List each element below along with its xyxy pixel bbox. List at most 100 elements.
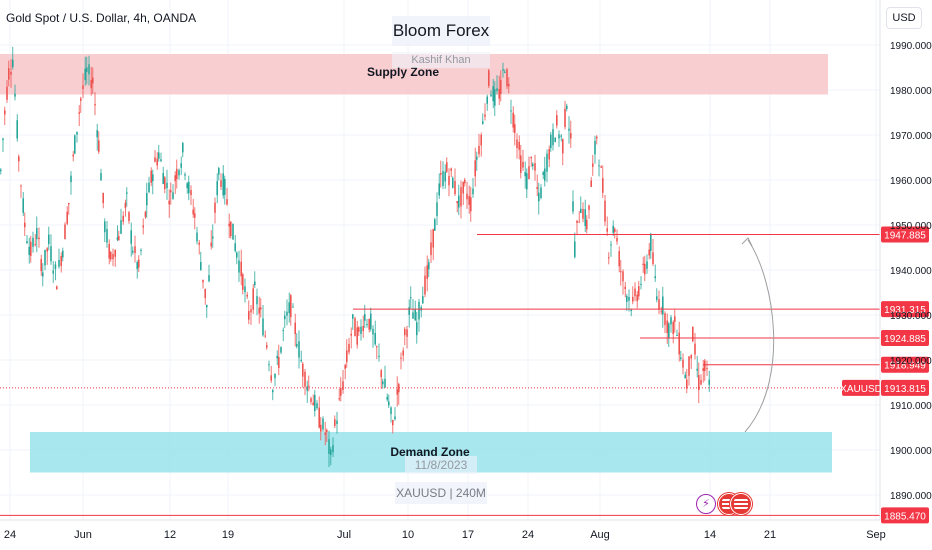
candle-body [382, 381, 384, 385]
candle-body [598, 165, 600, 167]
candle-body [446, 162, 448, 172]
candle-body [132, 250, 134, 253]
us-flag-icon[interactable] [730, 493, 752, 515]
candle-body [554, 137, 556, 142]
candle-body [430, 242, 432, 256]
time-tick-label: Sep [866, 529, 886, 541]
time-tick-label: 21 [764, 529, 776, 541]
candle-body [380, 370, 382, 378]
candle-body [34, 244, 36, 246]
candle-body [388, 401, 390, 406]
candle-body [442, 171, 444, 186]
current-symbol-label: XAUUSD [840, 384, 882, 395]
candle-body [248, 311, 250, 320]
candle-body [488, 70, 490, 86]
candle-body [426, 265, 428, 279]
time-tick-label: 17 [462, 529, 474, 541]
candle-body [482, 121, 484, 124]
candle-body [514, 124, 516, 133]
candle-body [22, 198, 24, 213]
candle-body [12, 59, 14, 68]
candle-body [306, 386, 308, 391]
price-tick-label: 1930.000 [890, 311, 932, 322]
candle-body [428, 262, 430, 270]
candle-body [166, 182, 168, 189]
candle-body [614, 228, 616, 232]
candle-body [452, 177, 454, 188]
candle-body [198, 242, 200, 245]
candle-body [532, 163, 534, 167]
candle-body [412, 312, 414, 319]
candle-body [570, 133, 572, 139]
candle-body [212, 236, 214, 239]
candle-body [644, 263, 646, 275]
candle-body [314, 394, 316, 412]
candle-body [218, 168, 220, 175]
candle-body [320, 424, 322, 432]
candle-body [326, 429, 328, 433]
candle-body [190, 190, 192, 196]
candle-body [90, 79, 92, 89]
candle-body [438, 183, 440, 196]
currency-button[interactable]: USD [886, 7, 922, 29]
candle-body [468, 195, 470, 205]
candle-body [290, 295, 292, 318]
candle-body [156, 158, 158, 166]
candle-body [364, 314, 366, 321]
candle-body [250, 309, 252, 313]
candle-body [62, 250, 64, 258]
candle-body [164, 177, 166, 190]
candle-body [208, 275, 210, 282]
candle-body [104, 221, 106, 233]
candle-body [0, 169, 2, 172]
candle-body [42, 272, 44, 277]
candle-body [332, 445, 334, 453]
candle-body [238, 260, 240, 273]
arrow-head [741, 237, 753, 247]
price-tick-label: 1960.000 [890, 176, 932, 187]
candle-body [702, 368, 704, 371]
candle-body [172, 192, 174, 199]
candle-body [30, 241, 32, 256]
candle-body [160, 159, 162, 161]
candle-body [494, 89, 496, 106]
zone-label: Demand Zone [390, 445, 470, 459]
candle-body [626, 295, 628, 302]
candle-body [662, 296, 664, 315]
candle-body [296, 343, 298, 347]
candle-body [680, 357, 682, 360]
candle-body [594, 140, 596, 155]
candle-body [130, 230, 132, 244]
candle-body [512, 112, 514, 128]
candle-body [202, 279, 204, 283]
candle-body [592, 163, 594, 167]
price-tick-label: 1940.000 [890, 266, 932, 277]
candle-body [678, 332, 680, 355]
candle-body [298, 341, 300, 358]
candle-body [376, 346, 378, 348]
candle-body [360, 326, 362, 334]
candle-body [284, 315, 286, 320]
candle-body [454, 181, 456, 195]
candle-body [178, 170, 180, 176]
candle-body [348, 344, 350, 353]
candle-body [674, 316, 676, 322]
candle-body [406, 329, 408, 337]
candle-body [220, 180, 222, 187]
candle-body [234, 243, 236, 251]
lightning-icon[interactable]: ⚡ [696, 494, 716, 514]
candle-body [100, 173, 102, 181]
candle-body [700, 379, 702, 385]
candle-body [402, 350, 404, 356]
candle-body [254, 281, 256, 286]
candle-body [508, 83, 510, 87]
candle-body [708, 379, 710, 385]
candle-body [176, 168, 178, 180]
candle-body [518, 141, 520, 150]
candle-body [654, 276, 656, 279]
candle-body [278, 357, 280, 368]
candle-body [550, 134, 552, 149]
candle-body [180, 163, 182, 168]
candle-body [418, 302, 420, 320]
